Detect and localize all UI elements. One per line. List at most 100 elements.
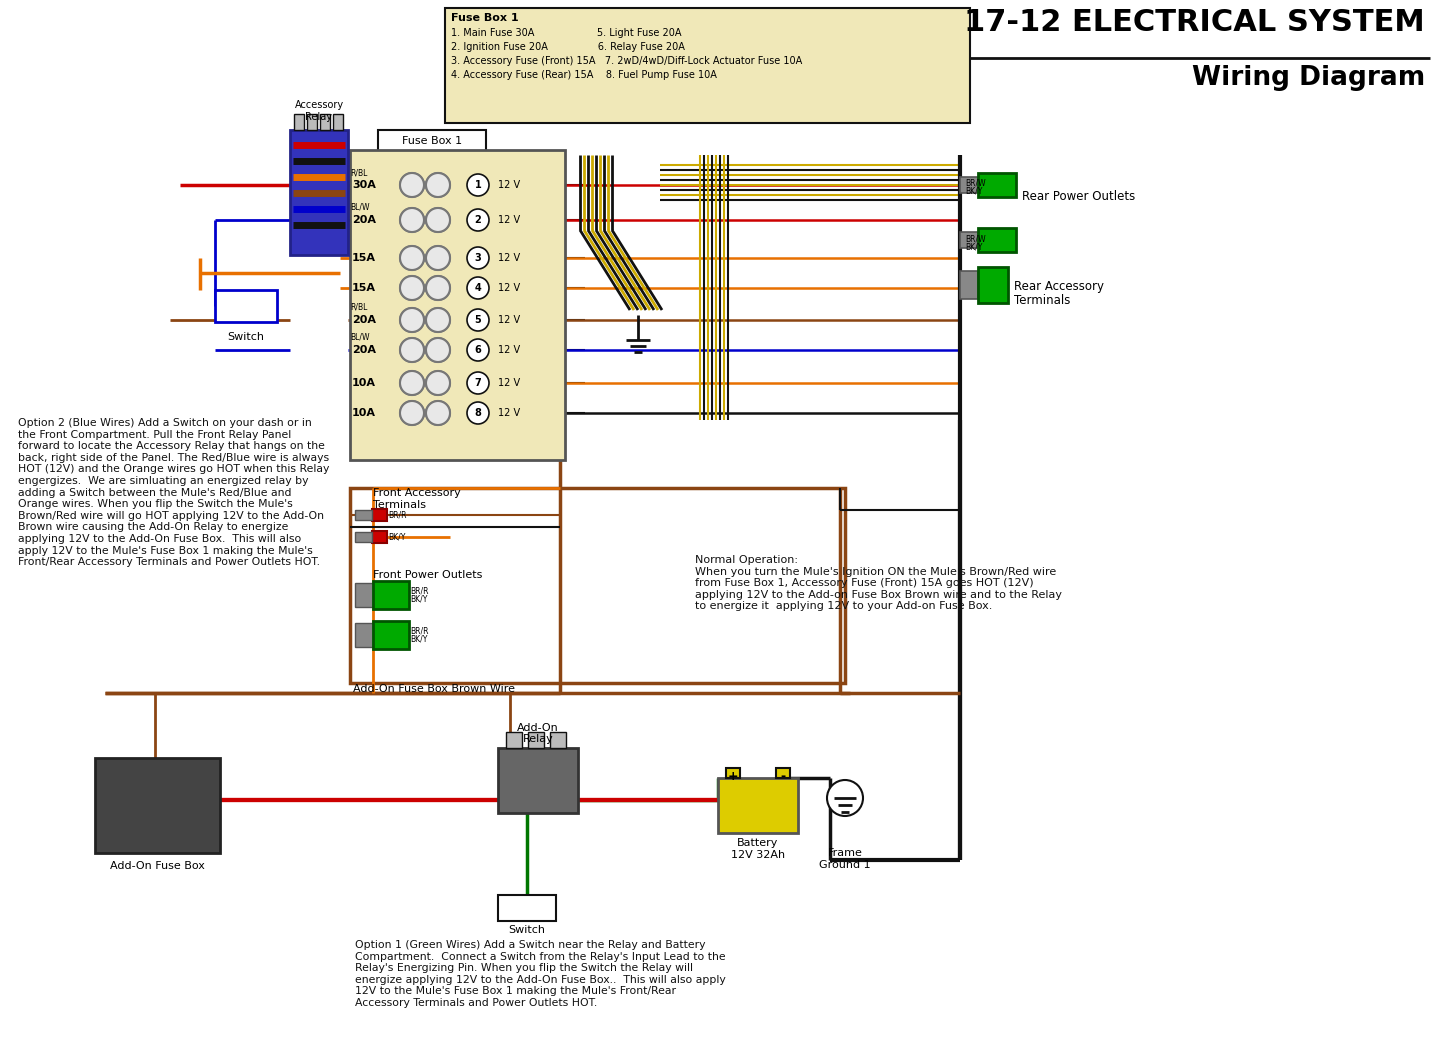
Text: 8: 8 (474, 408, 481, 418)
FancyBboxPatch shape (373, 509, 387, 521)
Circle shape (426, 276, 450, 300)
Circle shape (426, 401, 450, 425)
Text: Normal Operation:
When you turn the Mule's Ignition ON the Mule's Brown/Red wire: Normal Operation: When you turn the Mule… (695, 555, 1062, 611)
Circle shape (400, 401, 424, 425)
FancyBboxPatch shape (378, 130, 486, 152)
Circle shape (467, 309, 489, 331)
Text: Fuse Box 1: Fuse Box 1 (401, 136, 461, 146)
Text: Rear Accessory: Rear Accessory (1015, 280, 1103, 293)
Circle shape (400, 338, 424, 362)
FancyBboxPatch shape (977, 228, 1016, 252)
Circle shape (400, 371, 424, 395)
Text: 12 V: 12 V (499, 180, 520, 190)
Text: Rear Power Outlets: Rear Power Outlets (1022, 190, 1135, 203)
Circle shape (400, 208, 424, 232)
Text: 4: 4 (474, 283, 481, 293)
FancyBboxPatch shape (506, 732, 522, 748)
Circle shape (426, 308, 450, 332)
Text: 20A: 20A (353, 346, 375, 355)
Circle shape (467, 174, 489, 196)
FancyBboxPatch shape (355, 623, 373, 647)
FancyBboxPatch shape (355, 583, 373, 607)
Text: Add-On: Add-On (517, 723, 559, 733)
Text: 3. Accessory Fuse (Front) 15A   7. 2wD/4wD/Diff-Lock Actuator Fuse 10A: 3. Accessory Fuse (Front) 15A 7. 2wD/4wD… (451, 55, 802, 66)
Circle shape (400, 246, 424, 270)
Text: 12 V: 12 V (499, 408, 520, 418)
Text: 6: 6 (474, 346, 481, 355)
FancyBboxPatch shape (373, 581, 408, 609)
Circle shape (400, 308, 424, 332)
Text: R/BL: R/BL (350, 168, 367, 177)
Text: Accessory: Accessory (294, 101, 344, 110)
Text: Option 2 (Blue Wires) Add a Switch on your dash or in
the Front Compartment. Pul: Option 2 (Blue Wires) Add a Switch on yo… (19, 418, 330, 567)
Text: BK/Y: BK/Y (964, 187, 983, 196)
Text: Add-On Fuse Box Brown Wire: Add-On Fuse Box Brown Wire (353, 684, 514, 694)
Circle shape (426, 276, 450, 300)
Circle shape (426, 246, 450, 270)
Text: BR/R: BR/R (410, 627, 428, 636)
Text: R/BL: R/BL (350, 303, 367, 312)
Circle shape (467, 402, 489, 424)
Text: BK/Y: BK/Y (410, 634, 427, 644)
Circle shape (467, 339, 489, 361)
FancyBboxPatch shape (777, 768, 790, 778)
Text: BR/W: BR/W (964, 179, 986, 188)
Circle shape (426, 246, 450, 270)
Text: Fuse Box 1: Fuse Box 1 (451, 13, 519, 23)
FancyBboxPatch shape (373, 621, 408, 649)
Circle shape (467, 209, 489, 231)
Text: Add-On Fuse Box: Add-On Fuse Box (109, 861, 205, 871)
FancyBboxPatch shape (355, 510, 373, 520)
Text: 20A: 20A (353, 315, 375, 325)
Text: 4. Accessory Fuse (Rear) 15A    8. Fuel Pump Fuse 10A: 4. Accessory Fuse (Rear) 15A 8. Fuel Pum… (451, 70, 716, 80)
Circle shape (426, 338, 450, 362)
Circle shape (400, 173, 424, 197)
FancyBboxPatch shape (95, 758, 221, 853)
Text: 30A: 30A (353, 180, 375, 190)
FancyBboxPatch shape (527, 732, 545, 748)
FancyBboxPatch shape (499, 748, 577, 814)
FancyBboxPatch shape (499, 895, 556, 921)
Circle shape (426, 173, 450, 197)
Text: 12 V: 12 V (499, 283, 520, 293)
Circle shape (400, 371, 424, 395)
Circle shape (400, 208, 424, 232)
Text: 17-12 ELECTRICAL SYSTEM: 17-12 ELECTRICAL SYSTEM (964, 8, 1424, 37)
Text: Front Accessory
Terminals: Front Accessory Terminals (373, 488, 461, 510)
Text: 12 V: 12 V (499, 378, 520, 388)
FancyBboxPatch shape (718, 778, 798, 833)
Circle shape (426, 308, 450, 332)
Text: 1: 1 (474, 180, 481, 190)
Text: 10A: 10A (353, 378, 375, 388)
Text: 1. Main Fuse 30A                    5. Light Fuse 20A: 1. Main Fuse 30A 5. Light Fuse 20A (451, 28, 682, 38)
Text: Frame
Ground 1: Frame Ground 1 (820, 848, 871, 870)
Text: Front Power Outlets: Front Power Outlets (373, 570, 483, 580)
Circle shape (426, 208, 450, 232)
Text: BL/W: BL/W (350, 333, 370, 342)
Text: Option 1 (Green Wires) Add a Switch near the Relay and Battery
Compartment.  Con: Option 1 (Green Wires) Add a Switch near… (355, 940, 725, 1008)
Text: +: + (728, 770, 738, 783)
FancyBboxPatch shape (550, 732, 566, 748)
Circle shape (400, 401, 424, 425)
FancyBboxPatch shape (350, 150, 565, 460)
Circle shape (426, 401, 450, 425)
Text: BR/R: BR/R (410, 587, 428, 596)
Text: BK/Y: BK/Y (388, 532, 406, 541)
Circle shape (400, 338, 424, 362)
Text: 15A: 15A (353, 253, 375, 263)
Text: 15A: 15A (353, 283, 375, 293)
Text: Relay: Relay (523, 734, 553, 744)
FancyBboxPatch shape (320, 114, 330, 130)
FancyBboxPatch shape (215, 290, 277, 322)
Text: 12 V: 12 V (499, 346, 520, 355)
Circle shape (400, 246, 424, 270)
FancyBboxPatch shape (332, 114, 342, 130)
Text: 5: 5 (474, 315, 481, 325)
Text: 12 V: 12 V (499, 253, 520, 263)
FancyBboxPatch shape (294, 114, 304, 130)
Text: BK/Y: BK/Y (410, 595, 427, 604)
Text: 12 V: 12 V (499, 315, 520, 325)
Circle shape (827, 780, 863, 816)
Circle shape (400, 308, 424, 332)
FancyBboxPatch shape (977, 267, 1007, 303)
